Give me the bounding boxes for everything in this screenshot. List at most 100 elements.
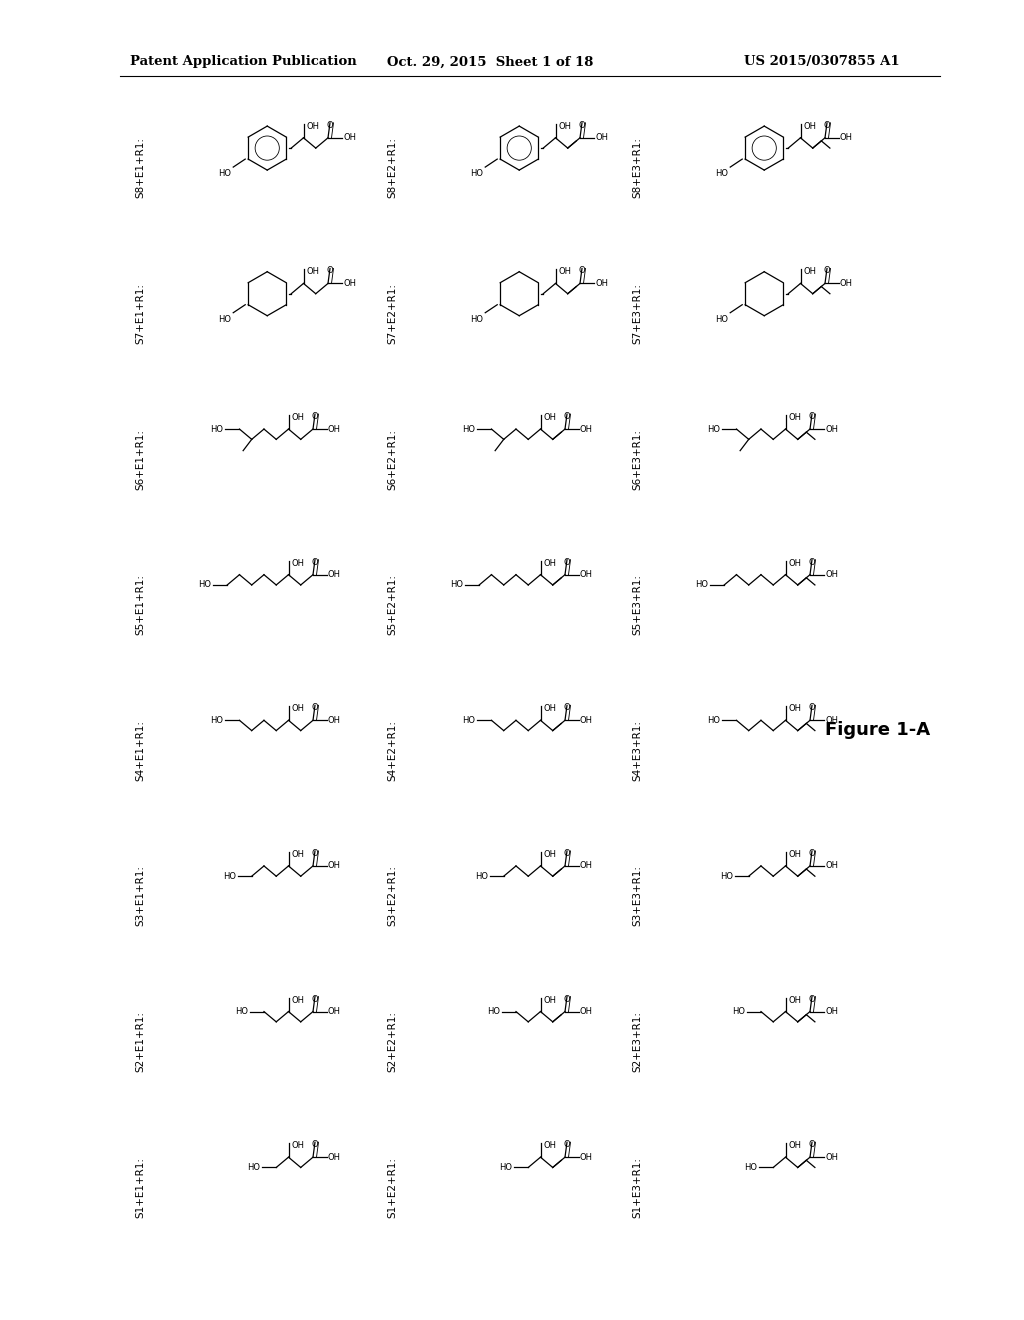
- Text: OH: OH: [825, 1007, 838, 1016]
- Text: OH: OH: [788, 413, 802, 422]
- Text: HO: HO: [708, 425, 721, 433]
- Text: S8+E3+R1:: S8+E3+R1:: [632, 137, 642, 198]
- Text: O: O: [311, 1140, 317, 1150]
- Text: US 2015/0307855 A1: US 2015/0307855 A1: [744, 55, 900, 69]
- Text: S4+E2+R1:: S4+E2+R1:: [387, 719, 397, 781]
- Text: S3+E2+R1:: S3+E2+R1:: [387, 866, 397, 927]
- Text: OH: OH: [840, 279, 853, 288]
- Text: O: O: [579, 267, 585, 276]
- Text: OH: OH: [544, 558, 556, 568]
- Text: OH: OH: [788, 558, 802, 568]
- Text: OH: OH: [580, 862, 593, 870]
- Text: OH: OH: [580, 1152, 593, 1162]
- Text: S6+E2+R1:: S6+E2+R1:: [387, 429, 397, 490]
- Text: OH: OH: [804, 121, 816, 131]
- Text: OH: OH: [825, 425, 838, 433]
- Text: HO: HO: [715, 169, 728, 178]
- Text: O: O: [579, 121, 585, 129]
- Text: S7+E1+R1:: S7+E1+R1:: [135, 282, 145, 345]
- Text: OH: OH: [558, 268, 571, 276]
- Text: OH: OH: [328, 715, 341, 725]
- Text: HO: HO: [732, 1007, 745, 1016]
- Text: HO: HO: [463, 425, 475, 433]
- Text: OH: OH: [580, 715, 593, 725]
- Text: OH: OH: [292, 413, 304, 422]
- Text: OH: OH: [788, 995, 802, 1005]
- Text: Oct. 29, 2015  Sheet 1 of 18: Oct. 29, 2015 Sheet 1 of 18: [387, 55, 593, 69]
- Text: OH: OH: [580, 425, 593, 433]
- Text: HO: HO: [211, 425, 223, 433]
- Text: OH: OH: [544, 1142, 556, 1150]
- Text: HO: HO: [211, 715, 223, 725]
- Text: Patent Application Publication: Patent Application Publication: [130, 55, 356, 69]
- Text: HO: HO: [218, 314, 231, 323]
- Text: S1+E2+R1:: S1+E2+R1:: [387, 1156, 397, 1217]
- Text: OH: OH: [580, 570, 593, 579]
- Text: O: O: [311, 412, 317, 421]
- Text: OH: OH: [306, 121, 319, 131]
- Text: HO: HO: [715, 314, 728, 323]
- Text: HO: HO: [470, 314, 483, 323]
- Text: OH: OH: [544, 995, 556, 1005]
- Text: S2+E1+R1:: S2+E1+R1:: [135, 1011, 145, 1072]
- Text: O: O: [311, 704, 317, 713]
- Text: HO: HO: [451, 581, 463, 590]
- Text: S7+E2+R1:: S7+E2+R1:: [387, 282, 397, 345]
- Text: S3+E3+R1:: S3+E3+R1:: [632, 866, 642, 927]
- Text: OH: OH: [788, 850, 802, 859]
- Text: OH: OH: [544, 413, 556, 422]
- Text: O: O: [823, 121, 829, 129]
- Text: OH: OH: [825, 570, 838, 579]
- Text: OH: OH: [328, 1152, 341, 1162]
- Text: OH: OH: [595, 279, 608, 288]
- Text: HO: HO: [695, 581, 709, 590]
- Text: OH: OH: [292, 558, 304, 568]
- Text: S7+E3+R1:: S7+E3+R1:: [632, 282, 642, 345]
- Text: OH: OH: [328, 862, 341, 870]
- Text: HO: HO: [475, 871, 487, 880]
- Text: HO: HO: [234, 1007, 248, 1016]
- Text: O: O: [563, 704, 569, 713]
- Text: OH: OH: [328, 425, 341, 433]
- Text: O: O: [563, 412, 569, 421]
- Text: O: O: [563, 849, 569, 858]
- Text: OH: OH: [328, 570, 341, 579]
- Text: O: O: [311, 849, 317, 858]
- Text: OH: OH: [788, 1142, 802, 1150]
- Text: OH: OH: [544, 705, 556, 713]
- Text: OH: OH: [825, 715, 838, 725]
- Text: S6+E1+R1:: S6+E1+R1:: [135, 429, 145, 490]
- Text: S5+E1+R1:: S5+E1+R1:: [135, 574, 145, 635]
- Text: OH: OH: [343, 279, 356, 288]
- Text: OH: OH: [328, 1007, 341, 1016]
- Text: O: O: [823, 267, 829, 276]
- Text: Figure 1-A: Figure 1-A: [825, 721, 931, 739]
- Text: S8+E1+R1:: S8+E1+R1:: [135, 137, 145, 198]
- Text: HO: HO: [199, 581, 211, 590]
- Text: S3+E1+R1:: S3+E1+R1:: [135, 866, 145, 927]
- Text: OH: OH: [292, 850, 304, 859]
- Text: OH: OH: [343, 133, 356, 143]
- Text: OH: OH: [825, 1152, 838, 1162]
- Text: HO: HO: [720, 871, 733, 880]
- Text: O: O: [311, 557, 317, 566]
- Text: S5+E2+R1:: S5+E2+R1:: [387, 574, 397, 635]
- Text: HO: HO: [222, 871, 236, 880]
- Text: S4+E3+R1:: S4+E3+R1:: [632, 719, 642, 781]
- Text: OH: OH: [804, 268, 816, 276]
- Text: OH: OH: [306, 268, 319, 276]
- Text: O: O: [563, 1140, 569, 1150]
- Text: O: O: [808, 994, 815, 1003]
- Text: OH: OH: [788, 705, 802, 713]
- Text: HO: HO: [487, 1007, 500, 1016]
- Text: O: O: [808, 849, 815, 858]
- Text: OH: OH: [292, 705, 304, 713]
- Text: OH: OH: [544, 850, 556, 859]
- Text: O: O: [563, 557, 569, 566]
- Text: HO: HO: [247, 1163, 260, 1172]
- Text: O: O: [311, 994, 317, 1003]
- Text: OH: OH: [292, 1142, 304, 1150]
- Text: O: O: [327, 121, 333, 129]
- Text: HO: HO: [218, 169, 231, 178]
- Text: O: O: [563, 994, 569, 1003]
